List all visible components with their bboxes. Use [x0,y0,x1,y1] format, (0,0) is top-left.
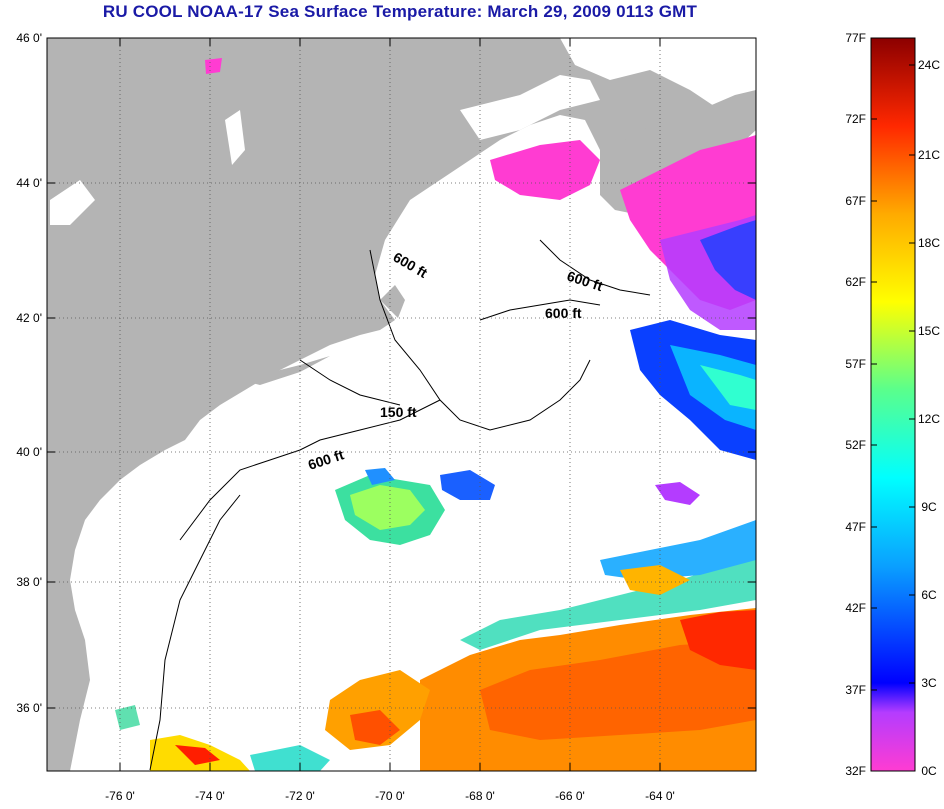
colorbar-c-label: 12C [918,412,940,426]
lon-tick-label: -66 0' [555,789,585,803]
contour-label: 600 ft [545,305,582,321]
colorbar-f-label: 67F [845,194,866,208]
colorbar-c-label: 6C [921,588,937,602]
colorbar-f-label: 47F [845,520,866,534]
lon-tick-label: -64 0' [645,789,675,803]
colorbar-f-label: 62F [845,275,866,289]
map-title: RU COOL NOAA-17 Sea Surface Temperature:… [102,2,698,21]
colorbar-f-label: 32F [845,764,866,778]
lon-tick-label: -72 0' [285,789,315,803]
colorbar-f-label: 52F [845,438,866,452]
lon-tick-label: -70 0' [375,789,405,803]
axis-ticks [46,37,757,772]
colorbar-c-label: 9C [921,500,937,514]
lon-tick-label: -76 0' [105,789,135,803]
lat-tick-label: 42 0' [16,311,42,325]
sst-warm-region [115,520,756,771]
lat-tick-label: 40 0' [16,445,42,459]
colorbar [870,37,916,772]
colorbar-c-label: 21C [918,148,940,162]
colorbar-f-label: 37F [845,683,866,697]
colorbar-c-label: 24C [918,58,940,72]
lon-tick-label: -68 0' [465,789,495,803]
lat-tick-label: 46 0' [16,31,42,45]
lat-tick-label: 38 0' [16,575,42,589]
colorbar-f-label: 57F [845,357,866,371]
colorbar-f-label: 77F [845,31,866,45]
colorbar-c-label: 0C [921,764,937,778]
colorbar-c-label: 3C [921,676,937,690]
colorbar-c-label: 18C [918,236,940,250]
colorbar-f-label: 72F [845,112,866,126]
sst-cold-region [205,58,756,505]
contour-label: 150 ft [380,404,417,420]
lat-tick-label: 44 0' [16,176,42,190]
colorbar-c-label: 15C [918,324,940,338]
lat-tick-label: 36 0' [16,701,42,715]
colorbar-f-label: 42F [845,601,866,615]
lon-tick-label: -74 0' [195,789,225,803]
colorbar-ticks [871,37,915,772]
